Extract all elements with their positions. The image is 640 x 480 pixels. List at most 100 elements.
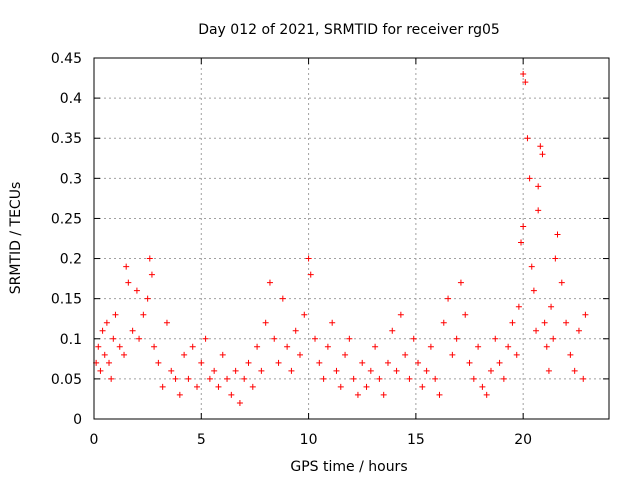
data-point: [363, 383, 370, 390]
data-point: [350, 375, 357, 382]
data-point: [528, 263, 535, 270]
x-tick-label: 15: [407, 432, 425, 448]
data-point: [123, 263, 130, 270]
data-point: [376, 375, 383, 382]
data-point: [329, 319, 336, 326]
data-point: [271, 335, 278, 342]
data-point: [342, 351, 349, 358]
data-point: [530, 287, 537, 294]
data-point: [249, 383, 256, 390]
x-tick-label: 0: [90, 432, 99, 448]
data-point: [533, 327, 540, 334]
data-point: [284, 343, 291, 350]
data-point: [176, 391, 183, 398]
data-point: [266, 279, 273, 286]
data-point: [359, 359, 366, 366]
data-point: [110, 335, 117, 342]
data-point: [380, 391, 387, 398]
data-point: [545, 367, 552, 374]
data-point: [116, 343, 123, 350]
data-point: [215, 383, 222, 390]
plot-frame: [93, 57, 610, 420]
data-point: [163, 319, 170, 326]
data-point: [211, 367, 218, 374]
data-point: [537, 143, 544, 150]
data-point: [185, 375, 192, 382]
data-point: [258, 367, 265, 374]
data-points: [93, 71, 589, 406]
data-point: [140, 311, 147, 318]
data-point: [541, 319, 548, 326]
data-point: [496, 359, 503, 366]
data-point: [515, 303, 522, 310]
data-point: [346, 335, 353, 342]
data-point: [432, 375, 439, 382]
data-point: [232, 367, 239, 374]
y-tick-label: 0.1: [60, 332, 82, 348]
data-point: [144, 295, 151, 302]
data-point: [415, 359, 422, 366]
data-point: [445, 295, 452, 302]
data-point: [97, 367, 104, 374]
data-point: [168, 367, 175, 374]
grid: [94, 58, 609, 419]
data-point: [550, 335, 557, 342]
data-point: [181, 351, 188, 358]
data-point: [453, 335, 460, 342]
data-point: [241, 375, 248, 382]
data-point: [288, 367, 295, 374]
data-point: [324, 343, 331, 350]
data-point: [384, 359, 391, 366]
data-point: [133, 287, 140, 294]
data-point: [487, 367, 494, 374]
data-point: [554, 231, 561, 238]
data-point: [423, 367, 430, 374]
y-tick-label: 0.35: [51, 131, 82, 147]
data-point: [297, 351, 303, 358]
data-point: [125, 279, 132, 286]
data-point: [410, 335, 417, 342]
data-point: [148, 271, 155, 278]
data-point: [393, 367, 400, 374]
data-point: [305, 255, 312, 262]
x-tick-label: 10: [300, 432, 318, 448]
data-point: [419, 383, 426, 390]
data-point: [436, 391, 443, 398]
data-point: [479, 383, 486, 390]
data-point: [520, 223, 527, 230]
data-point: [159, 383, 166, 390]
data-point: [99, 327, 106, 334]
data-point: [224, 375, 231, 382]
y-tick-label: 0.05: [51, 372, 82, 388]
data-point: [136, 335, 143, 342]
data-point: [108, 375, 115, 382]
y-tick-label: 0.25: [51, 211, 82, 227]
data-point: [262, 319, 269, 326]
data-point: [236, 399, 243, 406]
data-point: [95, 343, 102, 350]
data-point: [202, 335, 209, 342]
data-point: [354, 391, 361, 398]
data-point: [172, 375, 179, 382]
data-point: [112, 311, 119, 318]
data-point: [440, 319, 447, 326]
data-point: [101, 351, 108, 358]
data-point: [402, 351, 409, 358]
data-point: [567, 351, 574, 358]
data-point: [367, 367, 374, 374]
data-point: [539, 151, 546, 158]
data-point: [524, 135, 531, 142]
data-point: [535, 183, 542, 190]
data-point: [194, 383, 200, 390]
data-point: [462, 311, 469, 318]
data-point: [121, 351, 128, 358]
data-point: [106, 359, 113, 366]
x-tick-label: 5: [197, 432, 206, 448]
data-point: [333, 367, 340, 374]
data-point: [513, 351, 520, 358]
data-point: [151, 343, 158, 350]
data-point: [449, 351, 456, 358]
data-point: [526, 175, 533, 182]
data-point: [254, 343, 261, 350]
